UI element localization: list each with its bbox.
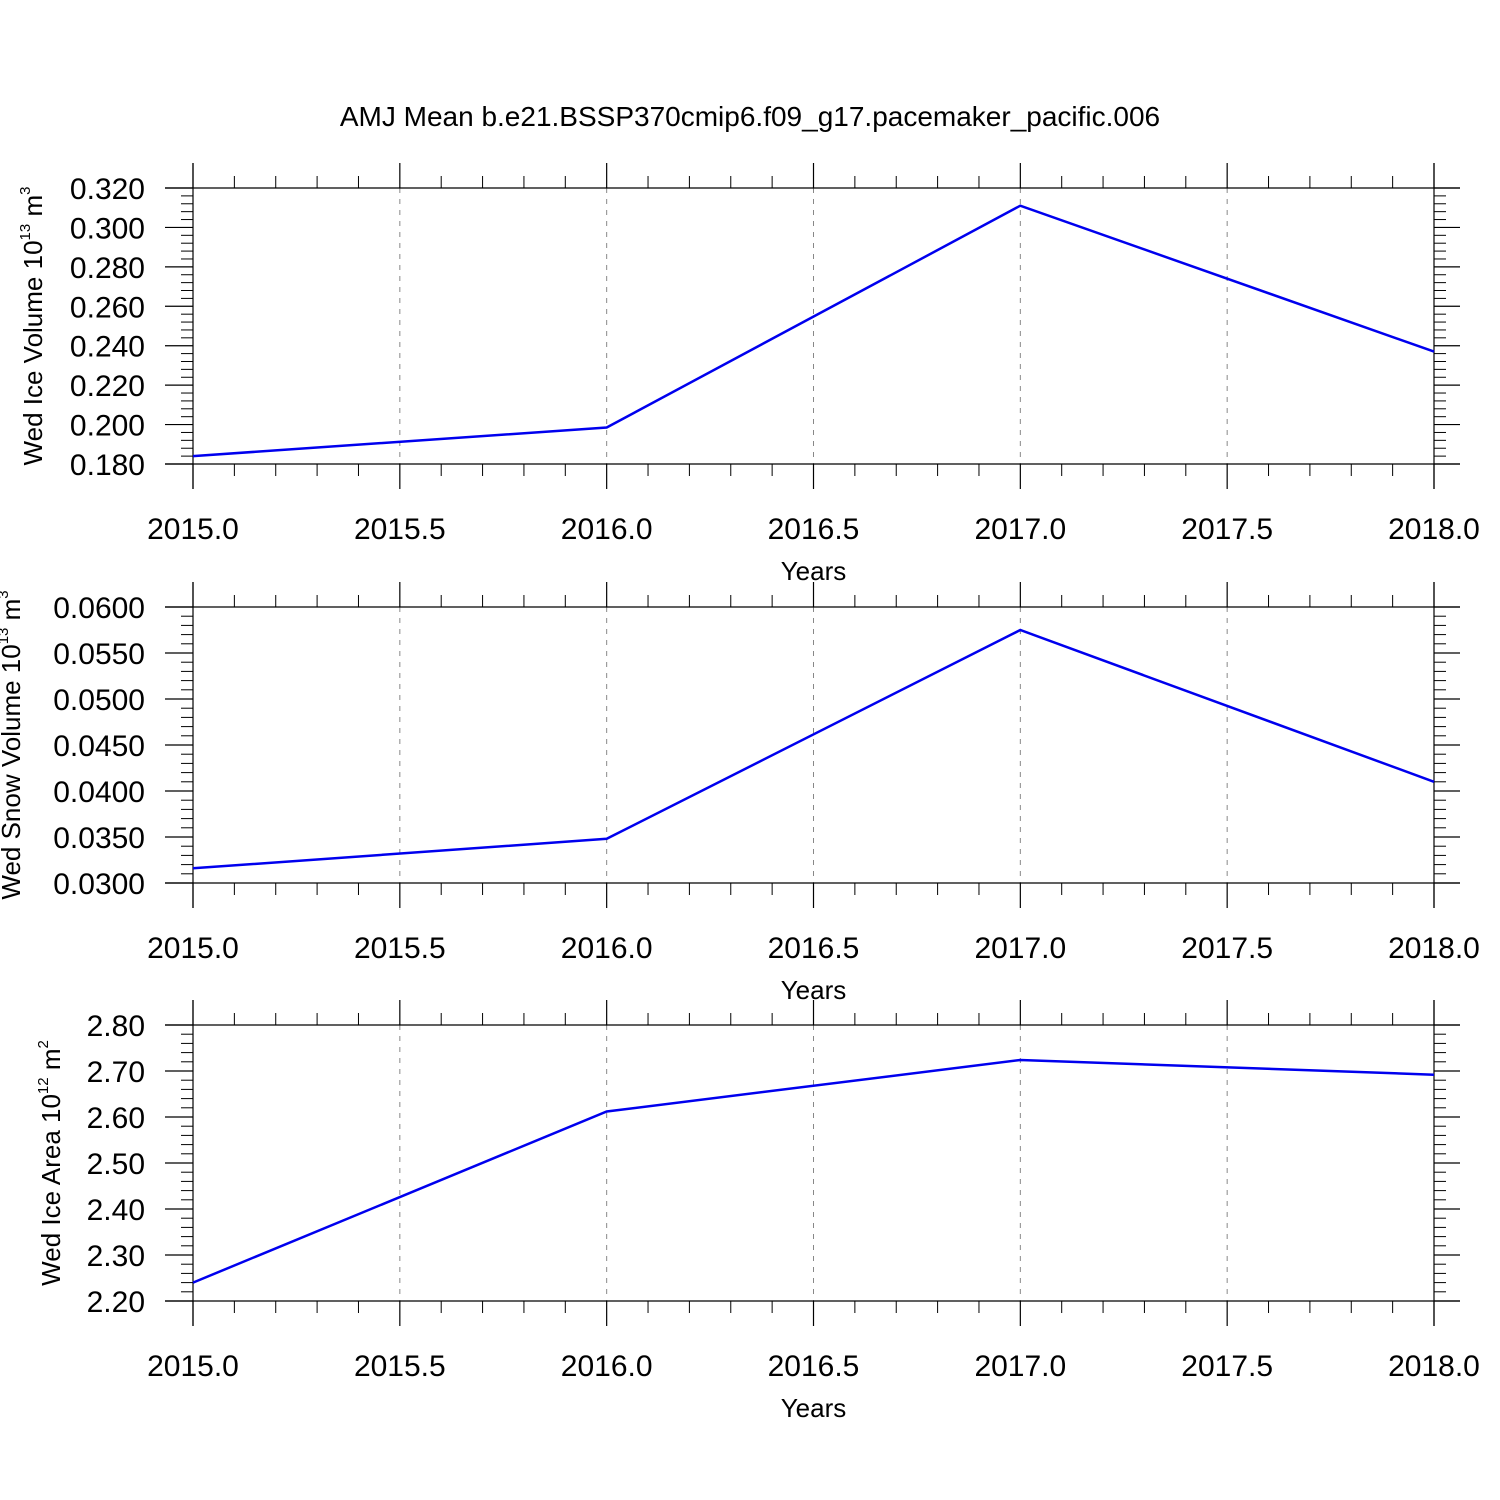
x-tick-label: 2015.5 [354,932,446,965]
y-tick-label: 0.280 [70,252,145,285]
y-tick-label: 2.20 [87,1286,145,1319]
x-tick-label: 2017.0 [974,932,1066,965]
y-axis-label-unit: m [0,599,26,628]
y-tick-label: 0.0550 [53,638,145,671]
y-axis-label-unit-exponent: 2 [35,1040,52,1048]
y-tick-label: 0.200 [70,410,145,443]
x-tick-label: 2015.5 [354,1350,446,1383]
x-tick-label: 2016.5 [768,513,860,546]
x-tick-label: 2016.5 [768,1350,860,1383]
x-tick-label: 2018.0 [1388,932,1480,965]
x-tick-label: 2017.5 [1181,1350,1273,1383]
y-tick-label: 0.300 [70,212,145,245]
x-tick-label: 2018.0 [1388,1350,1480,1383]
y-tick-label: 0.260 [70,291,145,324]
x-tick-label: 2016.0 [561,1350,653,1383]
y-axis-label-unit-exponent: 3 [17,187,34,195]
x-tick-label: 2016.0 [561,932,653,965]
y-tick-label: 2.40 [87,1194,145,1227]
x-tick-label: 2018.0 [1388,513,1480,546]
chart-title: AMJ Mean b.e21.BSSP370cmip6.f09_g17.pace… [340,101,1160,132]
y-axis-label-text: Wed Snow Volume 10 [0,644,26,899]
x-axis-label: Years [781,556,847,586]
y-axis-label-exponent: 12 [35,1077,52,1094]
x-tick-label: 2017.0 [974,513,1066,546]
y-axis-label-text: Wed Ice Volume 10 [18,240,48,465]
y-axis-label: Wed Ice Volume 1013 m3 [17,187,48,466]
y-axis-label-exponent: 13 [17,224,34,241]
y-tick-label: 0.180 [70,449,145,482]
y-tick-label: 0.0300 [53,868,145,901]
x-tick-label: 2016.0 [561,513,653,546]
chart-panel-1: 2015.0 2015.5 2016.0 2016.5 2017.0 2017.5 2018… [17,163,1480,586]
y-axis-label-text: Wed Ice Area 10 [36,1094,66,1286]
y-axis-label-exponent: 13 [0,628,12,645]
y-tick-label: 2.50 [87,1148,145,1181]
y-tick-label: 0.0450 [53,730,145,763]
chart-panel-2: 2015.0 2015.5 2016.0 2016.5 2017.0 2017.5 2018… [0,582,1480,1005]
y-tick-label: 0.0400 [53,776,145,809]
y-tick-label: 0.320 [70,173,145,206]
x-tick-label: 2016.5 [768,932,860,965]
x-tick-label: 2017.5 [1181,513,1273,546]
y-axis-label-unit: m [36,1049,66,1078]
x-tick-label: 2015.5 [354,513,446,546]
series-line [192,628,1435,870]
x-tick-label: 2015.0 [147,513,239,546]
x-tick-label: 2017.5 [1181,932,1273,965]
y-tick-label: 2.80 [87,1010,145,1043]
y-tick-label: 0.0500 [53,684,145,717]
y-tick-label: 2.60 [87,1102,145,1135]
series-line [192,1058,1435,1284]
y-axis-label: Wed Snow Volume 1013 m3 [0,590,26,899]
x-axis-label: Years [781,1393,847,1423]
y-axis-label-unit: m [18,195,48,224]
y-tick-label: 0.240 [70,331,145,364]
x-tick-label: 2017.0 [974,1350,1066,1383]
y-tick-label: 0.0350 [53,822,145,855]
y-tick-label: 0.0600 [53,592,145,625]
series-line [192,204,1435,458]
y-axis-label: Wed Ice Area 1012 m2 [35,1040,66,1286]
chart-panel-3: 2015.0 2015.5 2016.0 2016.5 2017.0 2017.5 2018… [35,1000,1480,1423]
y-tick-label: 0.220 [70,370,145,403]
x-tick-label: 2015.0 [147,932,239,965]
y-tick-label: 2.70 [87,1056,145,1089]
x-tick-label: 2015.0 [147,1350,239,1383]
y-axis-label-unit-exponent: 3 [0,590,12,598]
y-tick-label: 2.30 [87,1240,145,1273]
